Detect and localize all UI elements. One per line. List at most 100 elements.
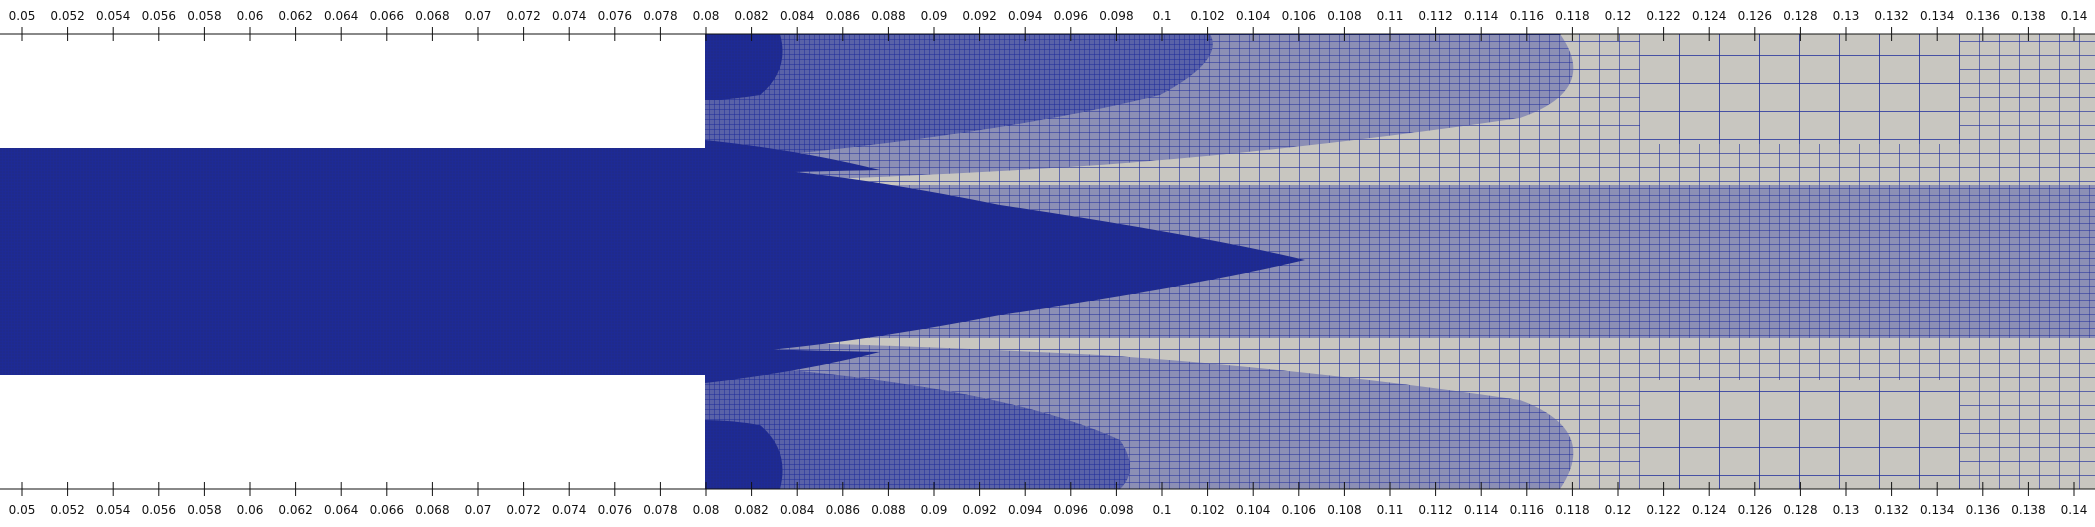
bottom-axis-tick-label: 0.128 <box>1783 503 1817 517</box>
top-axis-tick-label: 0.12 <box>1605 9 1632 23</box>
upper-wall-layer <box>705 34 783 100</box>
bottom-axis-tick-label: 0.098 <box>1099 503 1133 517</box>
bottom-axis-tick-label: 0.088 <box>871 503 905 517</box>
top-axis-tick-label: 0.126 <box>1738 9 1772 23</box>
top-axis-tick-label: 0.066 <box>370 9 404 23</box>
bottom-axis-tick-label: 0.056 <box>142 503 176 517</box>
top-axis-tick-label: 0.092 <box>962 9 996 23</box>
bottom-axis-tick-label: 0.078 <box>643 503 677 517</box>
top-axis-tick-label: 0.078 <box>643 9 677 23</box>
top-axis-tick-label: 0.088 <box>871 9 905 23</box>
bottom-axis-tick-label: 0.086 <box>826 503 860 517</box>
top-axis-tick-label: 0.13 <box>1833 9 1860 23</box>
shear-layer-top <box>705 140 880 175</box>
top-axis-tick-label: 0.072 <box>506 9 540 23</box>
bottom-axis-tick-label: 0.104 <box>1236 503 1270 517</box>
bottom-axis-tick-label: 0.07 <box>465 503 492 517</box>
top-axis-tick-label: 0.104 <box>1236 9 1270 23</box>
top-axis-tick-label: 0.05 <box>9 9 36 23</box>
bottom-axis-tick-label: 0.096 <box>1054 503 1088 517</box>
bottom-axis-tick-label: 0.12 <box>1605 503 1632 517</box>
bottom-axis-tick-label: 0.074 <box>552 503 586 517</box>
bottom-axis-tick-label: 0.124 <box>1692 503 1726 517</box>
top-axis-tick-label: 0.118 <box>1555 9 1589 23</box>
fine-zone-top <box>705 34 1213 160</box>
top-axis-tick-label: 0.058 <box>187 9 221 23</box>
top-axis: 0.05 0.052 0.054 0.056 0.058 0.06 0.062 0.064 0.… <box>0 9 2095 41</box>
top-axis-tick-label: 0.074 <box>552 9 586 23</box>
bottom-axis-tick-label: 0.094 <box>1008 503 1042 517</box>
lower-wall-layer <box>705 420 783 489</box>
bottom-axis-tick-label: 0.062 <box>278 503 312 517</box>
bottom-axis-tick-label: 0.06 <box>237 503 264 517</box>
bottom-axis-tick-label: 0.114 <box>1464 503 1498 517</box>
bottom-axis-tick-label: 0.118 <box>1555 503 1589 517</box>
inlet-channel <box>0 148 705 375</box>
upper-step-wall <box>0 34 705 148</box>
jet-core <box>705 165 1305 355</box>
bottom-axis-tick-label: 0.058 <box>187 503 221 517</box>
top-axis-tick-label: 0.11 <box>1377 9 1404 23</box>
expansion-region <box>705 34 2095 489</box>
bottom-axis-tick-label: 0.134 <box>1920 503 1954 517</box>
bottom-axis-tick-label: 0.072 <box>506 503 540 517</box>
top-axis-tick-label: 0.086 <box>826 9 860 23</box>
bottom-axis-tick-label: 0.092 <box>962 503 996 517</box>
bottom-axis-tick-label: 0.05 <box>9 503 36 517</box>
fine-zone-bottom <box>705 365 1130 489</box>
bottom-axis-tick-label: 0.068 <box>415 503 449 517</box>
top-axis-tick-label: 0.128 <box>1783 9 1817 23</box>
bottom-axis-tick-label: 0.076 <box>598 503 632 517</box>
bottom-axis-tick-label: 0.14 <box>2061 503 2088 517</box>
top-axis-tick-label: 0.054 <box>96 9 130 23</box>
top-axis-tick-label: 0.052 <box>50 9 84 23</box>
top-axis-tick-label: 0.114 <box>1464 9 1498 23</box>
mesh-domain <box>0 34 2095 489</box>
bottom-axis-tick-label: 0.136 <box>1966 503 2000 517</box>
top-axis-tick-label: 0.06 <box>237 9 264 23</box>
top-axis-tick-label: 0.14 <box>2061 9 2088 23</box>
top-axis-tick-label: 0.106 <box>1282 9 1316 23</box>
bottom-axis-tick-label: 0.126 <box>1738 503 1772 517</box>
top-axis-tick-label: 0.084 <box>780 9 814 23</box>
bottom-axis-tick-label: 0.054 <box>96 503 130 517</box>
top-axis-tick-label: 0.134 <box>1920 9 1954 23</box>
bottom-axis-tick-label: 0.132 <box>1874 503 1908 517</box>
top-axis-tick-label: 0.1 <box>1152 9 1171 23</box>
top-axis-tick-label: 0.07 <box>465 9 492 23</box>
top-axis-tick-label: 0.082 <box>734 9 768 23</box>
bottom-axis-tick-label: 0.064 <box>324 503 358 517</box>
bottom-axis: 0.05 0.052 0.054 0.056 0.058 0.06 0.062 0.064 0.… <box>0 482 2095 517</box>
bottom-axis-tick-label: 0.13 <box>1833 503 1860 517</box>
shear-layer-bottom <box>705 347 880 383</box>
bottom-axis-tick-label: 0.084 <box>780 503 814 517</box>
top-axis-tick-label: 0.076 <box>598 9 632 23</box>
bottom-axis-tick-label: 0.08 <box>693 503 720 517</box>
top-axis-tick-label: 0.096 <box>1054 9 1088 23</box>
very-coarse-zone-top <box>1640 34 1960 144</box>
bottom-axis-tick-label: 0.106 <box>1282 503 1316 517</box>
bottom-axis-tick-label: 0.11 <box>1377 503 1404 517</box>
bottom-axis-tick-label: 0.082 <box>734 503 768 517</box>
top-axis-tick-label: 0.108 <box>1327 9 1361 23</box>
top-axis-tick-label: 0.136 <box>1966 9 2000 23</box>
bottom-axis-tick-label: 0.112 <box>1418 503 1452 517</box>
bottom-axis-tick-label: 0.066 <box>370 503 404 517</box>
bottom-axis-tick-label: 0.09 <box>921 503 948 517</box>
top-axis-tick-label: 0.08 <box>693 9 720 23</box>
top-axis-tick-label: 0.068 <box>415 9 449 23</box>
top-axis-tick-label: 0.124 <box>1692 9 1726 23</box>
top-axis-tick-label: 0.094 <box>1008 9 1042 23</box>
top-axis-tick-label: 0.064 <box>324 9 358 23</box>
bottom-axis-tick-label: 0.122 <box>1646 503 1680 517</box>
lower-step-wall <box>0 375 705 489</box>
bottom-axis-tick-label: 0.138 <box>2011 503 2045 517</box>
very-coarse-zone-bottom <box>1640 380 1960 489</box>
top-axis-tick-label: 0.116 <box>1510 9 1544 23</box>
bottom-axis-tick-label: 0.052 <box>50 503 84 517</box>
bottom-axis-tick-label: 0.116 <box>1510 503 1544 517</box>
bottom-axis-tick-label: 0.102 <box>1190 503 1224 517</box>
top-axis-tick-label: 0.056 <box>142 9 176 23</box>
top-axis-tick-label: 0.062 <box>278 9 312 23</box>
